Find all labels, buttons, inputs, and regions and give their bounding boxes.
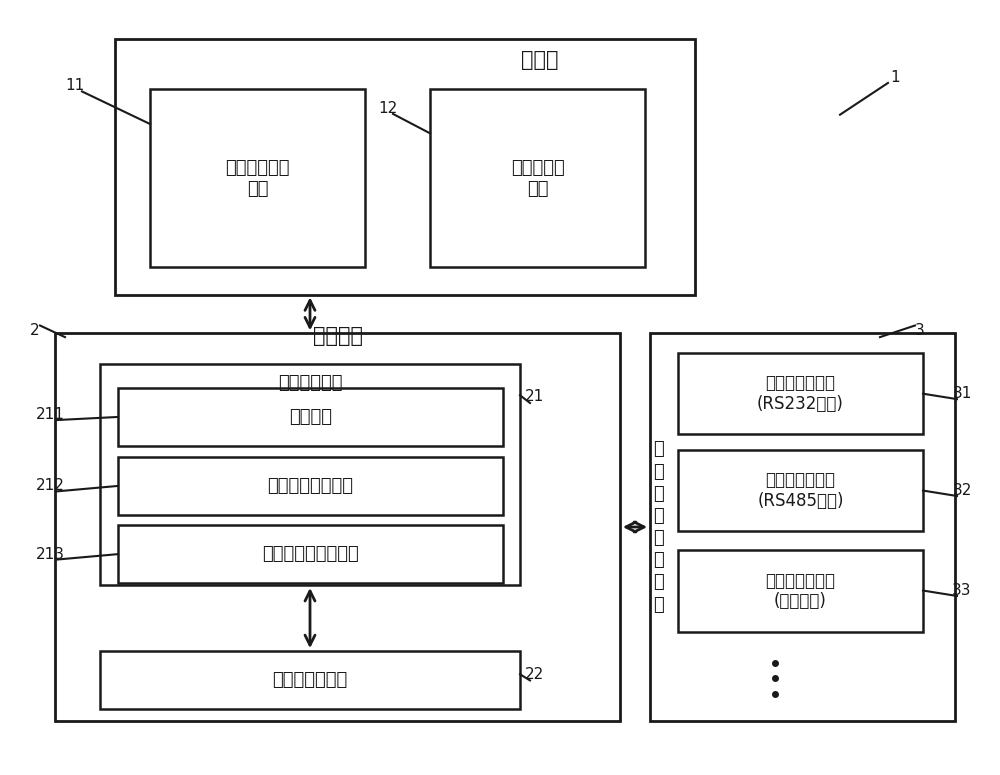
Bar xyxy=(118,388,503,446)
Text: 211: 211 xyxy=(36,407,64,422)
Bar xyxy=(650,333,955,721)
Text: 1: 1 xyxy=(890,70,900,85)
Text: 32: 32 xyxy=(952,483,972,498)
Bar xyxy=(678,353,923,434)
Bar xyxy=(100,651,520,709)
Bar xyxy=(150,89,365,267)
Bar xyxy=(55,333,620,721)
Text: 12: 12 xyxy=(378,101,398,116)
Text: 交通信号控制器
(RS232接口): 交通信号控制器 (RS232接口) xyxy=(757,374,844,413)
Text: 交通微观仿真
软件: 交通微观仿真 软件 xyxy=(225,159,290,198)
Text: 213: 213 xyxy=(36,546,64,562)
Bar xyxy=(115,39,695,294)
Text: 22: 22 xyxy=(525,666,545,682)
Text: 31: 31 xyxy=(952,386,972,401)
Bar xyxy=(430,89,645,267)
Bar xyxy=(100,364,520,585)
Bar xyxy=(118,525,503,583)
Text: 信号灯相位设置模块: 信号灯相位设置模块 xyxy=(262,545,359,563)
Text: 33: 33 xyxy=(952,583,972,598)
Text: 控制器转换接口: 控制器转换接口 xyxy=(272,671,348,689)
Text: 212: 212 xyxy=(36,478,64,494)
Text: 3: 3 xyxy=(915,323,925,339)
Bar xyxy=(678,449,923,531)
Bar xyxy=(678,550,923,632)
Text: 2: 2 xyxy=(30,323,40,339)
Text: 软件接口插件: 软件接口插件 xyxy=(278,374,342,392)
Text: 11: 11 xyxy=(65,78,85,93)
Text: 交
通
信
号
控
制
器
组: 交 通 信 号 控 制 器 组 xyxy=(653,440,663,614)
Text: 工控机: 工控机 xyxy=(521,50,559,71)
Text: 交通信息提取模块: 交通信息提取模块 xyxy=(268,477,354,495)
Text: 交通信号控制器
(无线网络): 交通信号控制器 (无线网络) xyxy=(766,571,836,611)
Text: 21: 21 xyxy=(525,389,545,405)
Text: 通信模块: 通信模块 xyxy=(289,408,332,425)
Text: 接口组件: 接口组件 xyxy=(313,326,363,346)
Text: 控制器评价
系统: 控制器评价 系统 xyxy=(511,159,564,198)
Text: 交通信号控制器
(RS485接口): 交通信号控制器 (RS485接口) xyxy=(757,470,844,510)
Bar xyxy=(118,457,503,515)
